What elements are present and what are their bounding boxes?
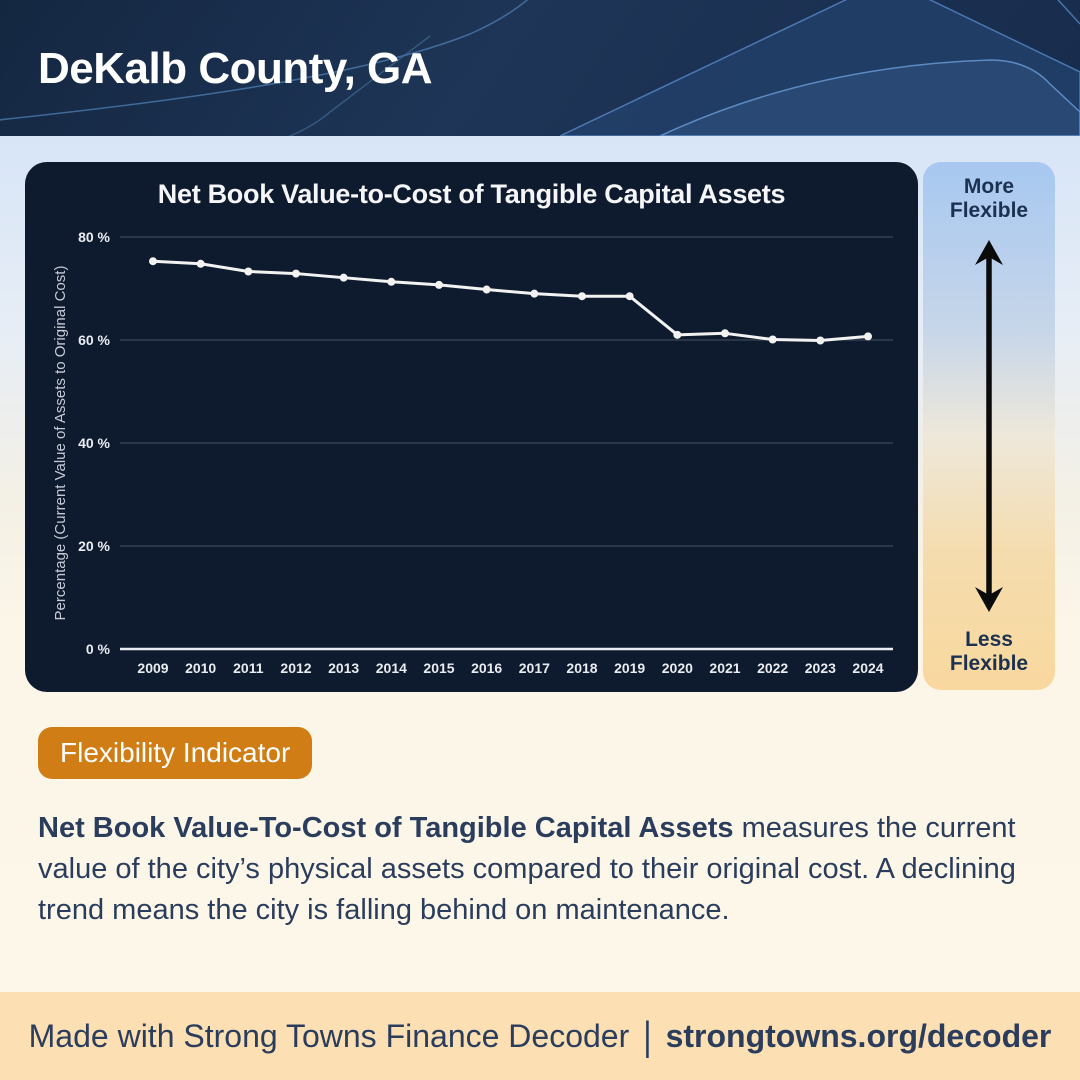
chart-title: Net Book Value-to-Cost of Tangible Capit… [157, 179, 786, 209]
less-flexible-label: Less Flexible [949, 627, 1029, 675]
data-point [578, 292, 586, 301]
data-point [244, 267, 253, 276]
double-arrow-icon [975, 239, 1003, 612]
x-tick-label: 2024 [852, 660, 883, 676]
description-text: Net Book Value-To-Cost of Tangible Capit… [38, 808, 1033, 931]
data-point [816, 336, 825, 345]
data-point [149, 257, 157, 266]
data-line [151, 259, 870, 343]
data-point [625, 292, 634, 301]
flexibility-indicator-badge: Flexibility Indicator [38, 727, 313, 779]
data-point [292, 269, 300, 278]
x-tick-label: 2016 [471, 660, 502, 676]
description-term: Net Book Value-To-Cost of Tangible Capit… [38, 812, 734, 844]
data-point [864, 332, 872, 341]
data-point [387, 277, 396, 286]
header: DeKalb County, GA [0, 0, 1080, 136]
description-body: measures the current value of the city’s… [38, 812, 1016, 926]
x-tick-label: 2015 [423, 660, 454, 676]
y-tick-label: 40 % [78, 435, 110, 451]
data-point [482, 285, 491, 294]
header-pattern [0, 0, 1080, 136]
content-area: Net Book Value-to-Cost of Tangible Capit… [0, 136, 1080, 992]
data-point [435, 280, 443, 289]
x-tick-label: 2014 [376, 660, 407, 676]
x-tick-label: 2022 [757, 660, 788, 676]
chart-panel: Net Book Value-to-Cost of Tangible Capit… [25, 162, 918, 692]
chart-canvas: 0 % 20 % 40 % 60 % 80 % 2009 2010 2011 2012 2013 2… [78, 229, 893, 676]
x-tick-label: 2020 [662, 660, 693, 676]
x-tick-label: 2023 [805, 660, 836, 676]
data-point [339, 273, 348, 282]
y-tick-label: 60 % [78, 332, 110, 348]
data-point [530, 289, 539, 298]
footer: Made with Strong Towns Finance Decoder |… [0, 992, 1080, 1080]
data-point [768, 335, 777, 344]
x-tick-label: 2019 [614, 660, 645, 676]
data-point [673, 330, 682, 339]
x-tick-label: 2010 [185, 660, 216, 676]
x-tick-label: 2009 [137, 660, 168, 676]
flexibility-scale: More Flexible Less Flexible [923, 162, 1055, 690]
y-tick-label: 80 % [78, 229, 110, 245]
x-tick-label: 2011 [233, 660, 264, 676]
x-tick-label: 2017 [519, 660, 550, 676]
x-tick-label: 2021 [709, 660, 740, 676]
more-flexible-label: More Flexible [949, 175, 1029, 223]
y-tick-label: 0 % [86, 641, 111, 657]
x-tick-label: 2013 [328, 660, 359, 676]
footer-separator: | [643, 1012, 652, 1058]
page-title: DeKalb County, GA [38, 44, 433, 93]
footer-link[interactable]: strongtowns.org/decoder [665, 1017, 1052, 1054]
footer-credit: Made with Strong Towns Finance Decoder [28, 1017, 630, 1054]
y-tick-label: 20 % [78, 538, 110, 554]
x-tick-label: 2018 [566, 660, 597, 676]
data-point [721, 329, 729, 338]
data-point [196, 259, 205, 268]
x-tick-label: 2012 [280, 660, 311, 676]
